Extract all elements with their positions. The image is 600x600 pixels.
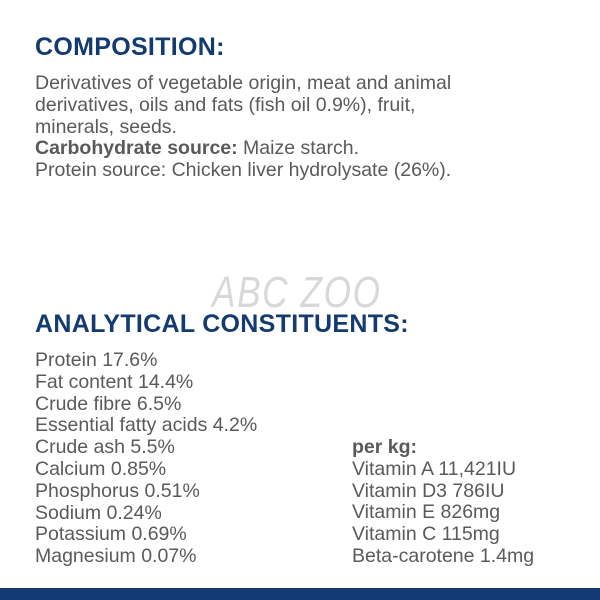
per-kg-label: per kg: bbox=[352, 436, 418, 458]
bottom-bar bbox=[0, 588, 600, 600]
composition-text: Derivatives of vegetable origin, meat an… bbox=[35, 72, 452, 182]
carbohydrate-value: Maize starch. bbox=[237, 137, 360, 160]
constituent-item: Crude ash 5.5% bbox=[35, 436, 175, 459]
constituent-item: Vitamin C 115mg bbox=[352, 523, 500, 546]
constituent-item: Sodium 0.24% bbox=[35, 501, 162, 524]
constituent-item: Crude fibre 6.5% bbox=[35, 392, 182, 415]
constituent-item: Magnesium 0.07% bbox=[35, 545, 197, 568]
constituent-item: Vitamin D3 786IU bbox=[352, 479, 505, 502]
per-kg-list: per kg: Vitamin A 11,421IU Vitamin D3 786… bbox=[352, 436, 535, 568]
constituent-item: Vitamin A 11,421IU bbox=[352, 457, 517, 480]
analytical-heading: ANALYTICAL CONSTITUENTS: bbox=[35, 310, 409, 338]
carbohydrate-source: Carbohydrate source: Maize starch. bbox=[35, 137, 451, 160]
constituent-item: Vitamin E 826mg bbox=[352, 501, 501, 524]
composition-heading: COMPOSITION: bbox=[35, 33, 225, 61]
constituent-item: Beta-carotene 1.4mg bbox=[352, 544, 535, 567]
protein-source: Protein source: Chicken liver hydrolysat… bbox=[35, 159, 452, 182]
constituents-list: Protein 17.6% Fat content 14.4% Crude fibr… bbox=[35, 349, 258, 568]
composition-line: Derivatives of vegetable origin, meat an… bbox=[35, 72, 452, 94]
constituent-item: Protein 17.6% bbox=[35, 349, 158, 371]
constituent-item: Fat content 14.4% bbox=[35, 370, 194, 393]
constituent-item: Calcium 0.85% bbox=[35, 457, 167, 480]
composition-line: minerals, seeds. bbox=[35, 115, 177, 138]
constituent-item: Phosphorus 0.51% bbox=[35, 479, 200, 502]
constituent-item: Potassium 0.69% bbox=[35, 523, 187, 546]
watermark: ABC ZOO bbox=[212, 268, 382, 317]
constituent-item: Essential fatty acids 4.2% bbox=[35, 414, 258, 437]
carbohydrate-label: Carbohydrate source: bbox=[35, 137, 238, 160]
composition-line: derivatives, oils and fats (fish oil 0.9… bbox=[35, 93, 416, 116]
